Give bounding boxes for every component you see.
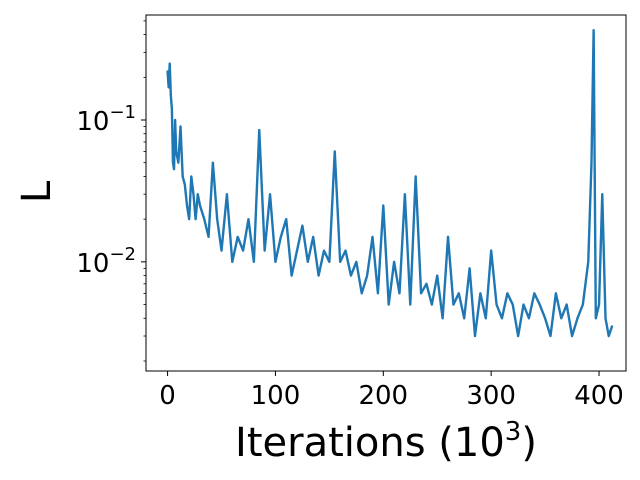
y-axis: 10−1 10−2: [76, 20, 146, 362]
x-axis-label-exponent: 3: [505, 417, 522, 447]
series-line-0: [166, 28, 614, 338]
plot-area: [145, 14, 627, 372]
y-tick-label: 10−2: [76, 244, 136, 279]
x-tick-label: 400: [574, 381, 624, 411]
y-axis-label: L: [14, 180, 60, 203]
plot-frame: [145, 14, 627, 372]
y-tick-label: 10−1: [76, 102, 136, 137]
x-tick-label: 300: [466, 381, 516, 411]
x-tick-label: 100: [251, 381, 301, 411]
x-axis: 0 100 200 300 400: [159, 371, 624, 411]
x-tick-label: 0: [159, 381, 176, 411]
x-axis-label: Iterations (103): [235, 417, 537, 466]
x-tick-label: 200: [358, 381, 408, 411]
